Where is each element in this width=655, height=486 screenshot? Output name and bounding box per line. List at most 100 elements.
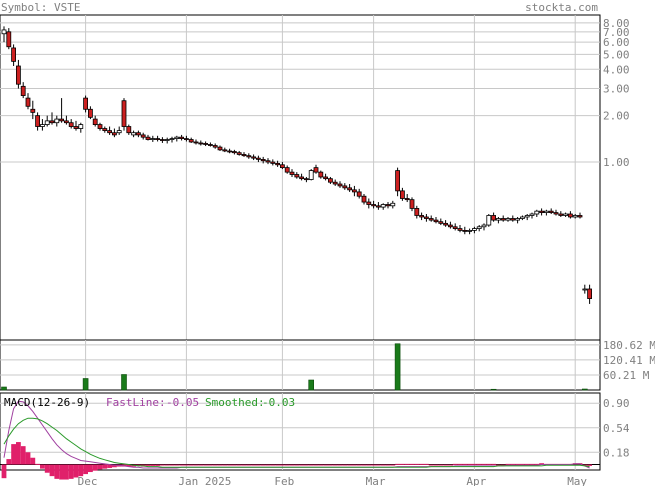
candle-body [203,143,209,145]
macd-histogram-bar [534,463,540,465]
macd-histogram-bar [380,464,386,466]
macd-histogram-bar [40,464,45,469]
candle-body [495,218,501,221]
candle-body [40,124,45,127]
x-tick-label: Dec [78,475,98,486]
macd-y-tick-label: 0.54 [603,422,630,435]
candle-body [155,138,161,140]
macd-histogram-bar [174,464,180,466]
macd-histogram-bar [510,463,516,465]
macd-histogram-bar [236,464,242,466]
macd-histogram-bar [385,464,391,466]
macd-histogram-bar [299,464,304,466]
candle-body [361,195,367,203]
macd-histogram-bar [481,463,487,465]
macd-histogram-bar [587,464,592,466]
candle-body [399,190,405,199]
macd-histogram-bar [83,464,88,475]
macd-histogram-bar [136,464,141,466]
candle-body [49,120,55,124]
candle-body [193,141,199,144]
macd-histogram-bar [404,463,410,465]
candle-body [1,29,7,35]
candle-body [20,85,26,96]
macd-histogram-bar [342,464,348,466]
candle-body [198,142,204,145]
candle-body [505,218,511,221]
candle-body [443,222,449,226]
candle-body [510,218,516,221]
macd-histogram-bar [256,464,261,466]
macd-histogram-bar [208,464,213,466]
price-grid [0,15,600,340]
macd-histogram-bar [496,464,501,466]
macd-histogram-bar [308,464,314,466]
macd-histogram-bar [289,464,295,466]
candle-body [131,132,137,136]
candle-body [135,132,141,136]
candle-body [236,152,242,155]
candle-body [351,189,357,193]
candle-body [342,185,348,189]
macd-histogram-bar [337,464,343,466]
macd-panel-frame [0,392,601,471]
macd-histogram-bar [184,464,189,466]
macd-histogram-bar [347,464,352,466]
candle-body [150,138,156,140]
macd-fastline-legend-name: FastLine: [106,396,166,409]
candle-body [568,213,573,218]
macd-histogram-bar [145,464,151,466]
macd-histogram-bar [400,463,405,465]
site-label: stockta.com [525,1,598,14]
macd-histogram-bar [328,464,333,466]
candle-body [308,170,314,180]
candle-body [35,115,40,127]
symbol-label: Symbol: VSTE [1,1,80,14]
candle-body [145,136,151,140]
macd-histogram-bar [35,463,40,465]
candle-body [462,230,468,232]
candle-body [299,176,305,180]
candle-body [371,204,377,207]
candle-body [83,97,88,110]
candle-body [337,183,343,187]
candle-body [419,215,425,218]
candle-body [404,198,410,201]
candle-body [54,118,60,124]
candle-body [486,215,492,226]
candle-body [121,100,127,127]
candle-body [481,224,487,228]
candle-body [265,160,271,163]
macd-histogram-bar [16,442,21,465]
candle-body [414,208,420,216]
candle-body [6,31,12,48]
macd-histogram-bar [323,464,328,466]
macd-histogram-bar [30,457,36,465]
candle-body [68,122,74,127]
candle-body [260,159,266,162]
macd-fastline-legend-value: -0.05 [166,396,199,409]
candle-body [476,226,482,229]
price-y-ticks: 8.007.006.005.00 4.00 3.00 2.00 1.00 [603,17,630,169]
candle-body [289,171,295,175]
candle-body [347,187,353,191]
macd-histogram-bar [524,463,530,465]
candle-body [246,155,252,158]
macd-histogram-bar [424,463,429,465]
macd-histogram-bar [1,464,7,479]
candle-body [366,201,372,205]
candle-body [433,219,439,223]
candle-body [126,126,132,134]
candle-body [582,288,588,291]
candle-body [447,224,453,228]
candle-body [183,138,189,140]
candle-body [92,118,98,125]
candle-body [241,154,247,157]
macd-histogram-bar [462,463,468,465]
macd-histogram-bar [112,464,117,468]
volume-bars [1,343,588,391]
candle-body [380,204,386,208]
macd-histogram-bar [318,464,324,466]
macd-histogram-bar [582,464,588,466]
